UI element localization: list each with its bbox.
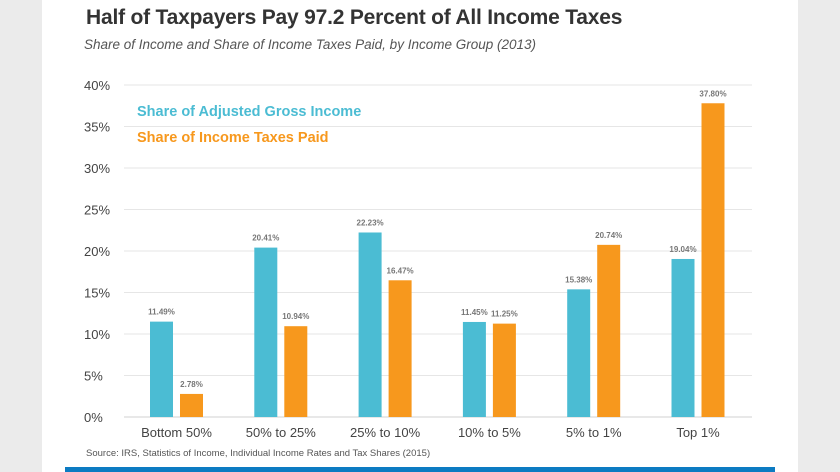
bar-agi xyxy=(567,289,591,417)
bar-agi xyxy=(254,247,278,417)
y-tick-label: 35% xyxy=(84,120,110,135)
y-tick-label: 5% xyxy=(84,369,103,384)
data-label: 22.23% xyxy=(357,218,384,227)
y-tick-label: 25% xyxy=(84,203,110,218)
x-tick-label: 50% to 25% xyxy=(246,425,317,440)
data-label: 11.45% xyxy=(461,308,488,317)
data-label: 16.47% xyxy=(387,266,414,275)
bar-taxes xyxy=(284,326,308,417)
x-tick-label: 5% to 1% xyxy=(566,425,622,440)
y-tick-label: 40% xyxy=(84,78,110,93)
data-label: 11.49% xyxy=(148,308,175,317)
data-label: 10.94% xyxy=(282,312,309,321)
footer-bar xyxy=(65,467,775,472)
bar-agi xyxy=(671,258,695,417)
bar-agi xyxy=(150,321,173,417)
bar-taxes xyxy=(597,244,621,417)
data-label: 15.38% xyxy=(565,275,592,284)
data-label: 20.41% xyxy=(252,234,279,243)
data-label: 37.80% xyxy=(699,89,726,98)
x-tick-label: Top 1% xyxy=(676,425,720,440)
data-label: 2.78% xyxy=(180,380,203,389)
x-tick-label: Bottom 50% xyxy=(141,425,212,440)
legend-entry: Share of Income Taxes Paid xyxy=(137,130,329,146)
bar-agi xyxy=(462,321,486,417)
x-tick-label: 25% to 10% xyxy=(350,425,421,440)
bar-agi xyxy=(358,232,382,417)
chart-subtitle: Share of Income and Share of Income Taxe… xyxy=(84,37,537,52)
data-label: 20.74% xyxy=(595,231,622,240)
y-tick-label: 10% xyxy=(84,327,110,342)
bar-taxes xyxy=(388,280,412,417)
data-label: 19.04% xyxy=(669,245,696,254)
y-tick-label: 0% xyxy=(84,410,103,425)
data-label: 11.25% xyxy=(491,310,518,319)
bar-taxes xyxy=(492,323,516,417)
x-tick-label: 10% to 5% xyxy=(458,425,521,440)
y-tick-label: 20% xyxy=(84,244,110,259)
bar-taxes xyxy=(701,103,725,417)
chart-title: Half of Taxpayers Pay 97.2 Percent of Al… xyxy=(86,6,623,29)
y-tick-label: 30% xyxy=(84,161,110,176)
source-note: Source: IRS, Statistics of Income, Indiv… xyxy=(86,448,431,459)
y-tick-label: 15% xyxy=(84,286,110,301)
bar-taxes xyxy=(180,393,203,417)
legend-entry: Share of Adjusted Gross Income xyxy=(137,104,361,120)
